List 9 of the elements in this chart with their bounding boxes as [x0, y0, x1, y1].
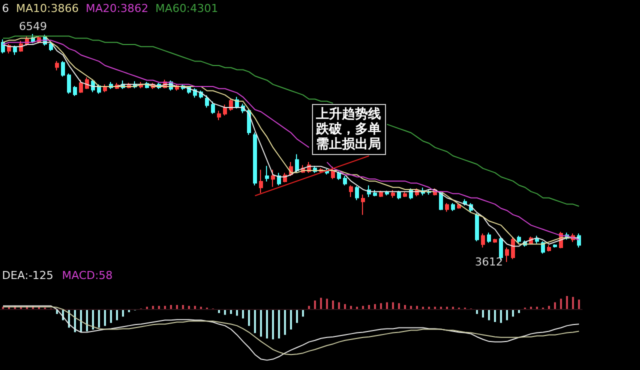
text: MA20:3862 — [86, 2, 148, 15]
text: DEA:-125 — [2, 269, 54, 282]
annotation: 上升趋势线跌破，多单需止损出局 — [312, 104, 386, 155]
text: MA60:4301 — [155, 2, 218, 15]
annotation: 6549 — [19, 20, 47, 33]
text: MA10:3866 — [16, 2, 79, 15]
annotation: 3612 — [475, 256, 503, 269]
text: MACD:58 — [62, 269, 113, 282]
text: 6 — [2, 2, 9, 15]
